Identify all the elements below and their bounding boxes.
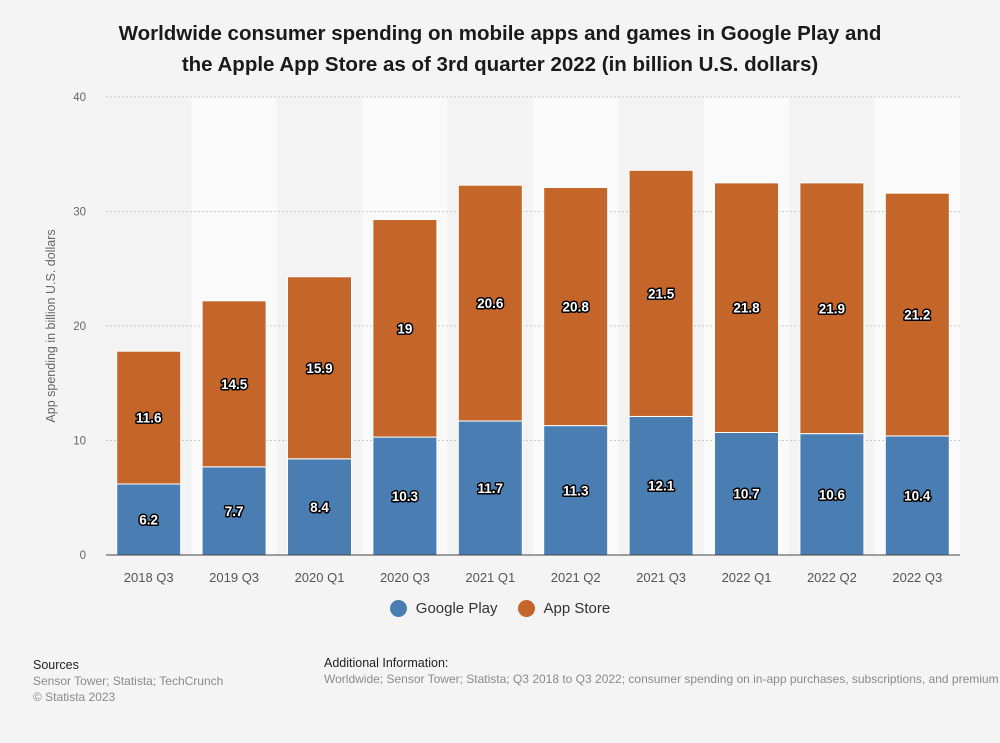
data-label-app-store: 21.8 bbox=[733, 301, 760, 316]
copyright-text: © Statista 2023 bbox=[33, 690, 116, 704]
chart-title-line-2: the Apple App Store as of 3rd quarter 20… bbox=[181, 53, 819, 76]
data-label-google-play: 11.3 bbox=[563, 483, 589, 498]
legend-item-app-store[interactable]: App Store bbox=[517, 599, 611, 617]
legend-label-google-play: Google Play bbox=[415, 599, 498, 617]
legend-swatch-app-store bbox=[517, 599, 535, 617]
bar-marks bbox=[116, 169, 950, 556]
bar-google-play bbox=[116, 483, 182, 556]
sources-text: Sensor Tower; Statista; TechCrunch bbox=[33, 674, 224, 688]
bar-app-store bbox=[201, 300, 267, 468]
data-label-app-store: 15.9 bbox=[306, 361, 332, 376]
data-label-app-store: 20.8 bbox=[563, 300, 590, 315]
x-tick-label: 2022 Q1 bbox=[722, 570, 772, 585]
bar-google-play bbox=[884, 435, 950, 556]
y-tick-label: 40 bbox=[73, 92, 86, 104]
x-tick-label: 2021 Q2 bbox=[551, 570, 601, 585]
bar-app-store bbox=[543, 186, 609, 427]
bar-app-store bbox=[372, 219, 438, 438]
data-label-google-play: 7.7 bbox=[225, 504, 244, 519]
x-tick-label: 2018 Q3 bbox=[124, 570, 174, 585]
bar-google-play bbox=[457, 420, 523, 556]
data-label-app-store: 14.5 bbox=[221, 377, 248, 392]
data-label-google-play: 8.4 bbox=[310, 500, 329, 515]
y-tick-label: 0 bbox=[80, 550, 86, 562]
data-label-google-play: 6.2 bbox=[139, 513, 158, 528]
data-label-google-play: 10.6 bbox=[819, 487, 846, 502]
x-tick-label: 2022 Q2 bbox=[807, 570, 857, 585]
x-tick-label: 2020 Q1 bbox=[295, 570, 345, 585]
data-label-google-play: 10.4 bbox=[904, 488, 931, 503]
data-label-google-play: 11.7 bbox=[478, 481, 504, 496]
data-label-app-store: 21.2 bbox=[904, 308, 930, 323]
sources-block: Sources Sensor Tower; Statista; TechCrun… bbox=[33, 657, 313, 705]
additional-information-block: Additional Information: Worldwide; Senso… bbox=[324, 655, 1000, 687]
bar-google-play bbox=[628, 415, 694, 556]
data-label-app-store: 20.6 bbox=[477, 296, 504, 311]
legend-item-google-play[interactable]: Google Play bbox=[389, 599, 498, 617]
bar-google-play bbox=[287, 458, 352, 556]
bar-google-play bbox=[799, 433, 865, 556]
x-tick-label: 2022 Q3 bbox=[892, 570, 942, 585]
bar-app-store bbox=[287, 276, 352, 460]
sources-heading: Sources bbox=[33, 658, 79, 672]
data-label-app-store: 21.5 bbox=[648, 286, 675, 301]
data-label-google-play: 10.7 bbox=[733, 487, 759, 502]
additional-information-heading: Additional Information: bbox=[324, 656, 449, 670]
bar-app-store bbox=[628, 169, 694, 417]
bar-app-store bbox=[714, 182, 779, 433]
legend-swatch-google-play bbox=[389, 599, 407, 617]
y-tick-label: 20 bbox=[73, 321, 86, 333]
bar-app-store bbox=[799, 182, 865, 435]
additional-information-text: Worldwide; Sensor Tower; Statista; Q3 20… bbox=[324, 672, 1000, 686]
chart-title: Worldwide consumer spending on mobile ap… bbox=[60, 18, 940, 80]
data-labels: 6.2 11.6 7.7 14.5 8.4 15.9 10.3 19 11.7 20.6 11.3 2… bbox=[134, 285, 932, 529]
bar-google-play bbox=[714, 431, 779, 556]
chart-title-line-1: Worldwide consumer spending on mobile ap… bbox=[118, 22, 882, 45]
bar-app-store bbox=[457, 184, 523, 422]
x-tick-label: 2021 Q3 bbox=[636, 570, 686, 585]
y-axis-title: App spending in billion U.S. dollars bbox=[44, 229, 58, 422]
bar-app-store bbox=[884, 192, 950, 437]
data-label-app-store: 19 bbox=[397, 321, 412, 336]
x-tick-label: 2020 Q3 bbox=[380, 570, 430, 585]
y-tick-label: 30 bbox=[73, 207, 86, 219]
data-label-google-play: 12.1 bbox=[648, 479, 675, 494]
bar-google-play bbox=[372, 436, 438, 556]
data-label-app-store: 11.6 bbox=[136, 411, 162, 426]
y-tick-label: 10 bbox=[73, 436, 86, 448]
axes: 0 10 20 30 40 App spending in billion U.S. do… bbox=[44, 92, 960, 585]
x-tick-label: 2019 Q3 bbox=[209, 570, 259, 585]
data-label-app-store: 21.9 bbox=[819, 301, 845, 316]
stacked-bar-chart: 6.2 11.6 7.7 14.5 8.4 15.9 10.3 19 11.7 20.6 11.3 2… bbox=[44, 92, 960, 585]
bar-google-play bbox=[543, 425, 609, 556]
chart-legend: Google Play App Store bbox=[0, 596, 1000, 620]
bar-app-store bbox=[116, 350, 182, 485]
x-tick-label: 2021 Q1 bbox=[465, 570, 515, 585]
legend-label-app-store: App Store bbox=[543, 599, 611, 617]
data-label-google-play: 10.3 bbox=[392, 489, 419, 504]
